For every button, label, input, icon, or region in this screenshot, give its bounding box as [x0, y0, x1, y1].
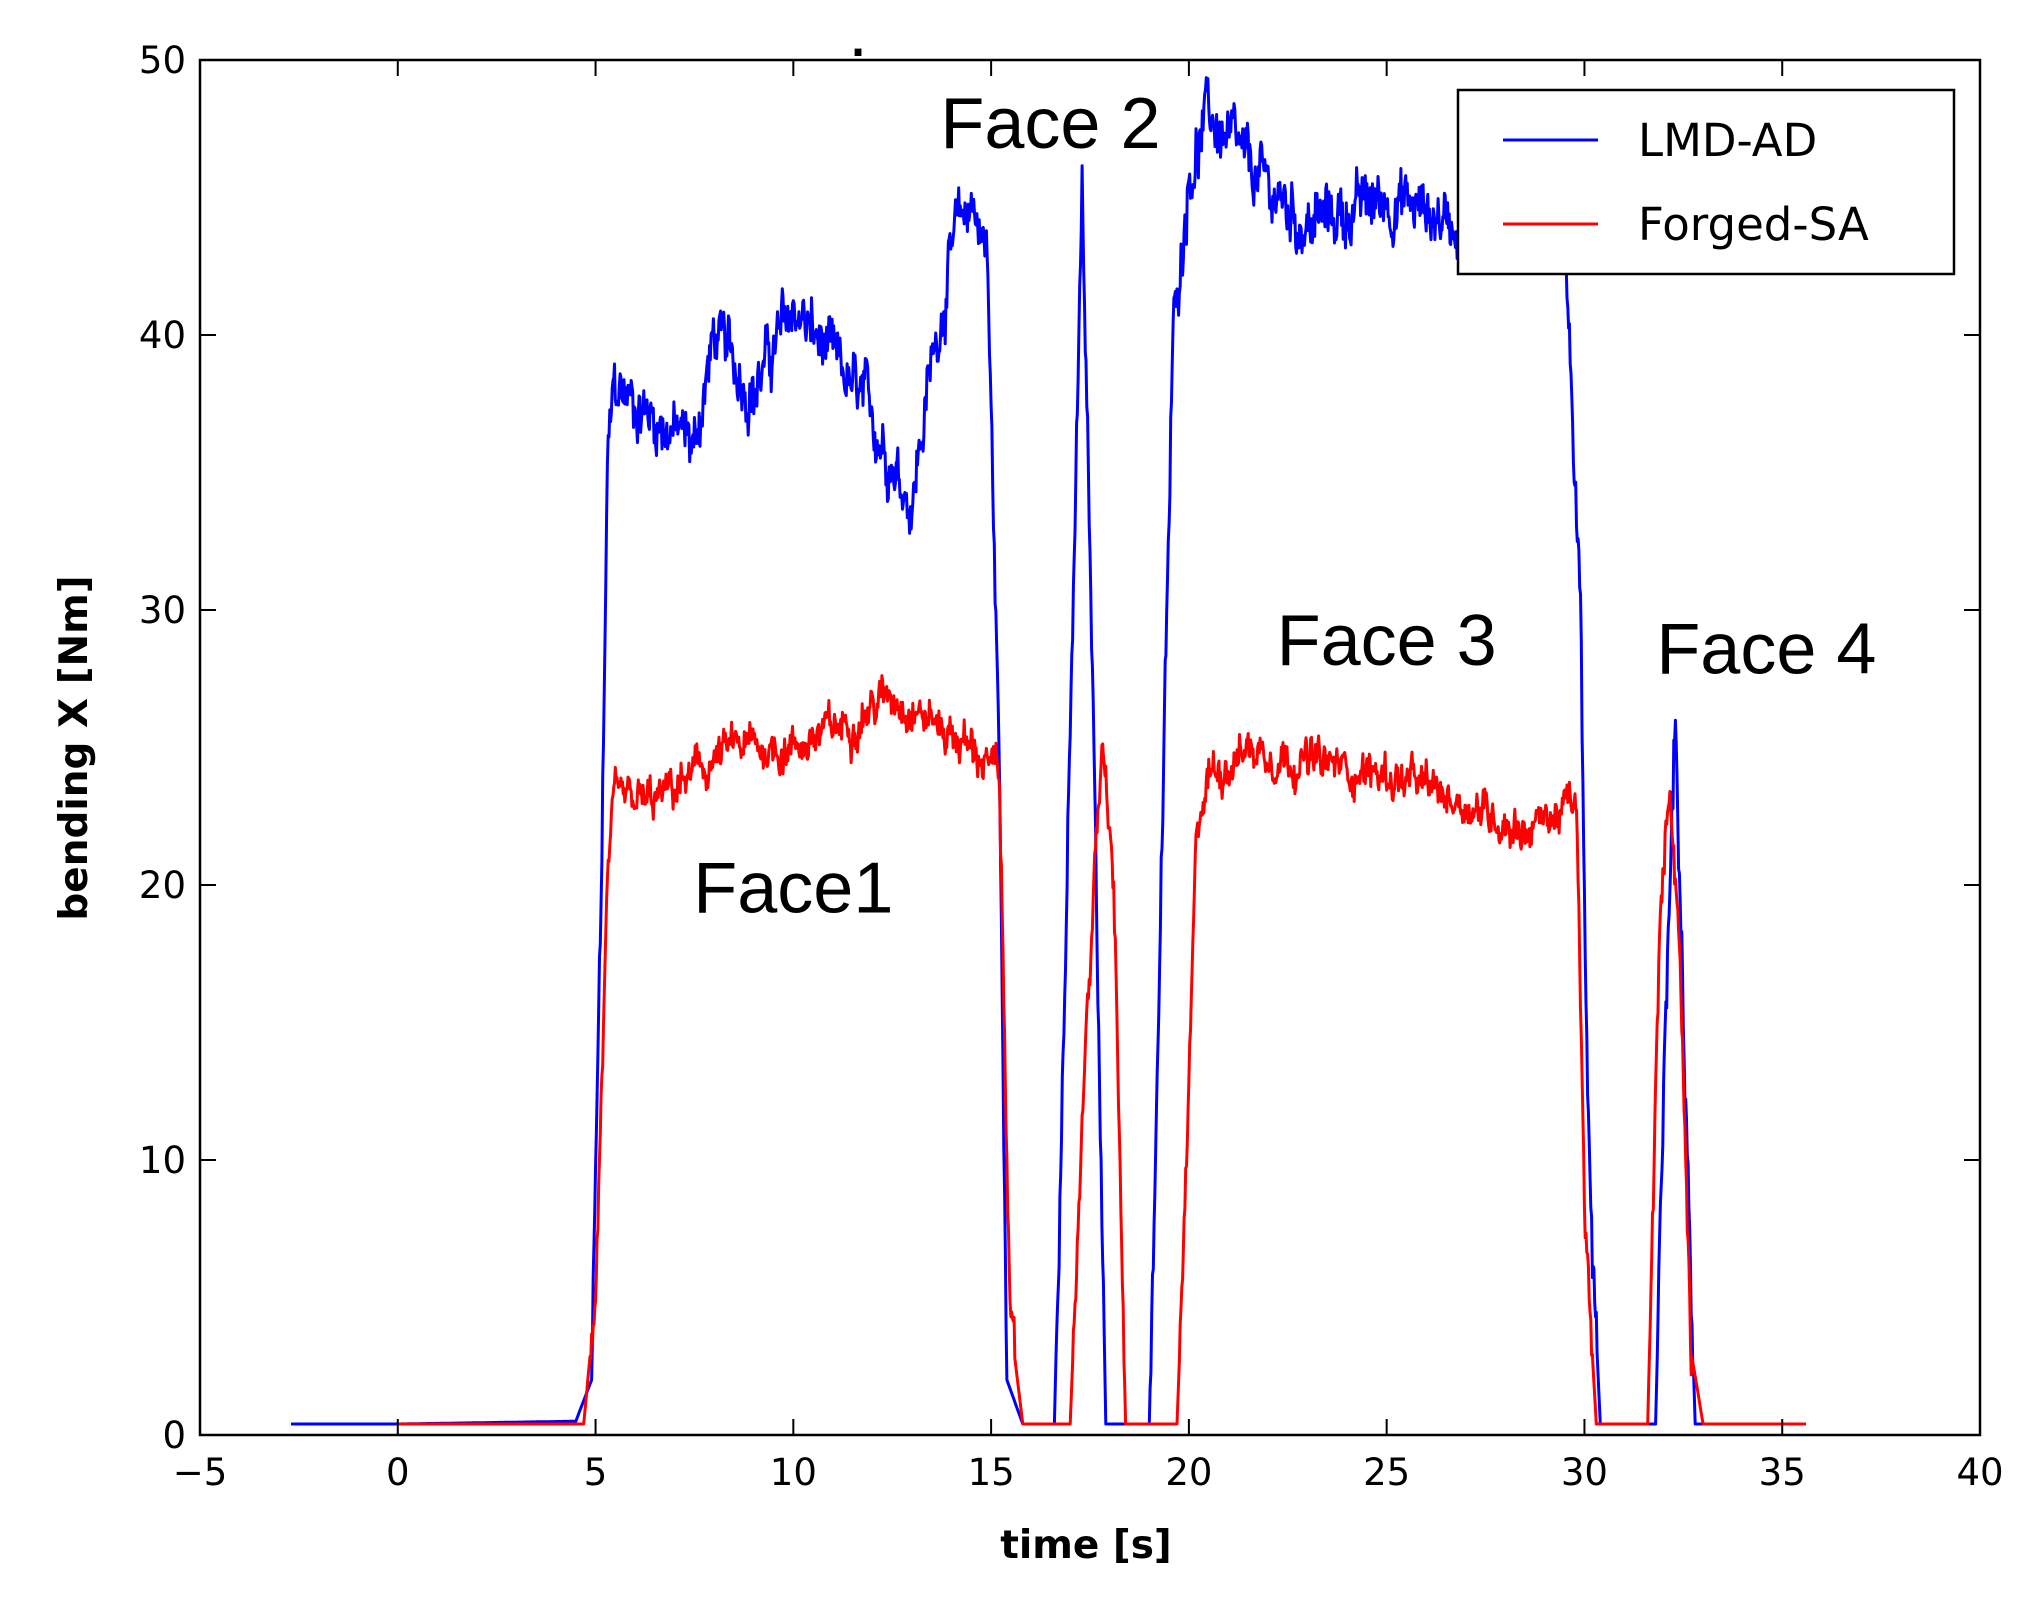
annotation-label: Face 4 [1656, 609, 1876, 689]
legend-box [1456, 88, 1956, 276]
y-axis-title: bending X [Nm] [52, 575, 97, 920]
y-tick-label: 0 [162, 1414, 186, 1457]
axes-frame [198, 58, 1982, 1437]
plot-area [290, 76, 1807, 1426]
chart-title: . [851, 21, 866, 66]
annotation-label: Face 3 [1277, 601, 1497, 681]
x-tick-label: 35 [1759, 1451, 1806, 1494]
legend: LMD-AD Forged-SA [1456, 88, 1956, 276]
x-tick-label: 25 [1363, 1451, 1410, 1494]
annotation-label: Face1 [693, 849, 893, 929]
tick-marks [199, 59, 1981, 1436]
x-tick-label: 20 [1165, 1451, 1212, 1494]
x-tick-label: 10 [770, 1451, 817, 1494]
x-tick-label: 30 [1561, 1451, 1608, 1494]
x-tick-label: −5 [173, 1451, 228, 1494]
annotation-label: Face 2 [940, 84, 1160, 164]
series-line-lmd-ad [290, 76, 1803, 1426]
x-tick-label: 15 [968, 1451, 1015, 1494]
legend-label: Forged-SA [1638, 198, 1869, 251]
y-tick-label: 20 [139, 864, 186, 907]
x-tick-label: 0 [386, 1451, 410, 1494]
y-tick-label: 50 [139, 39, 186, 82]
axes-border [198, 58, 1982, 1437]
x-axis-title: time [s] [1000, 1523, 1172, 1568]
x-tick-label: 5 [584, 1451, 608, 1494]
y-tick-label: 40 [139, 314, 186, 357]
annotations: Face1 Face 2 Face 3 Face 4 [693, 84, 1876, 929]
legend-label: LMD-AD [1638, 114, 1817, 167]
y-tick-label: 10 [139, 1139, 186, 1182]
x-tick-label: 40 [1956, 1451, 2003, 1494]
series-line-forged-sa [397, 674, 1807, 1426]
y-tick-label: 30 [139, 589, 186, 632]
